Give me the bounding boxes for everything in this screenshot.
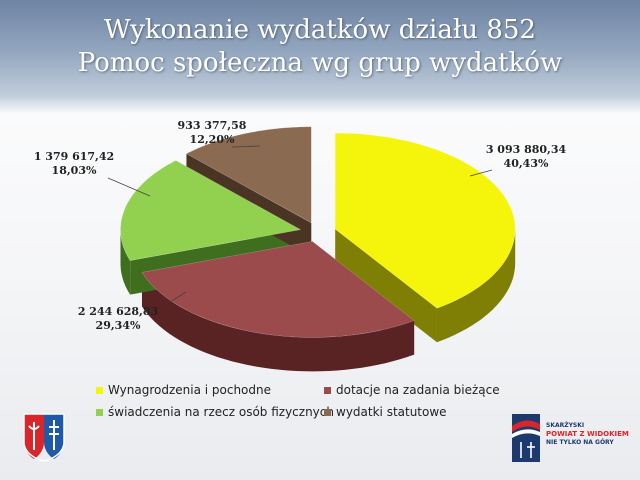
slice-value-wynagrodzenia: 3 093 880,34	[485, 143, 567, 156]
brand-line-2: POWIAT Z WIDOKIEM	[546, 430, 629, 438]
legend-label-statutowe: wydatki statutowe	[336, 405, 447, 419]
legend-swatch-wynagrodzenia	[96, 386, 103, 394]
slice-percent-dotacje: 29,34%	[95, 319, 141, 332]
leader-line-1	[107, 177, 151, 197]
slice-wall-swiadczenia	[120, 229, 131, 295]
coat-of-arms-logo	[22, 412, 66, 466]
slide-title-line1: Wykonanie wydatków działu 852	[104, 15, 536, 45]
slice-label-dotacje: 2 244 628,83 29,34%	[66, 305, 170, 333]
leader-line-2	[231, 145, 261, 148]
legend-label-swiadczenia: świadczenia na rzecz osób fizycznych	[108, 405, 334, 419]
slice-percent-wynagrodzenia: 40,43%	[503, 157, 549, 170]
leader-line-3	[469, 169, 493, 177]
coat-of-arms-icon	[23, 413, 65, 462]
powiat-brand-logo: SKARŻYSKI POWIAT Z WIDOKIEM NIE TYLKO NA…	[510, 410, 630, 466]
slice-value-dotacje: 2 244 628,83	[77, 305, 159, 318]
pie-chart	[107, 126, 516, 372]
slice-percent-statutowe: 12,20%	[189, 133, 235, 146]
legend-item-wynagrodzenia: Wynagrodzenia i pochodne	[96, 383, 271, 397]
chart-legend: Wynagrodzenia i pochodne dotacje na zada…	[96, 381, 536, 423]
legend-item-dotacje: dotacje na zadania bieżące	[324, 383, 500, 397]
pie-slice-wynagrodzenia	[334, 132, 516, 309]
legend-item-swiadczenia: świadczenia na rzecz osób fizycznych	[96, 405, 334, 419]
slice-wall-wynagrodzenia	[437, 229, 516, 343]
slice-value-swiadczenia: 1 379 617,42	[33, 150, 115, 163]
legend-item-statutowe: wydatki statutowe	[324, 405, 447, 419]
slice-value-statutowe: 933 377,58	[177, 119, 247, 132]
legend-swatch-swiadczenia	[96, 408, 103, 416]
brand-line-3: NIE TYLKO NA GÓRY	[546, 439, 614, 446]
slice-wall-dotacje	[142, 272, 415, 372]
legend-swatch-dotacje	[324, 386, 331, 394]
legend-label-wynagrodzenia: Wynagrodzenia i pochodne	[108, 383, 272, 397]
title-banner	[0, 0, 640, 98]
slice-label-statutowe: 933 377,58 12,20%	[164, 119, 260, 147]
pie-slice-dotacje	[141, 241, 415, 338]
slice-label-wynagrodzenia: 3 093 880,34 40,43%	[474, 143, 578, 171]
legend-swatch-statutowe	[324, 408, 331, 416]
slice-label-swiadczenia: 1 379 617,42 18,03%	[22, 150, 126, 178]
slice-percent-swiadczenia: 18,03%	[51, 164, 97, 177]
slide-title: Wykonanie wydatków działu 852 Pomoc społ…	[0, 14, 640, 80]
slide-title-line2: Pomoc społeczna wg grup wydatków	[77, 48, 563, 78]
title-banner-fade	[0, 96, 640, 114]
pie-slice-swiadczenia	[120, 160, 302, 261]
brand-emblem-icon	[512, 414, 540, 462]
legend-label-dotacje: dotacje na zadania bieżące	[336, 383, 500, 397]
brand-line-1: SKARŻYSKI	[546, 422, 585, 429]
pie-slice-statutowe	[185, 126, 312, 224]
leader-line-0	[169, 291, 187, 303]
slice-face-wynagrodzenia-1	[335, 229, 437, 343]
